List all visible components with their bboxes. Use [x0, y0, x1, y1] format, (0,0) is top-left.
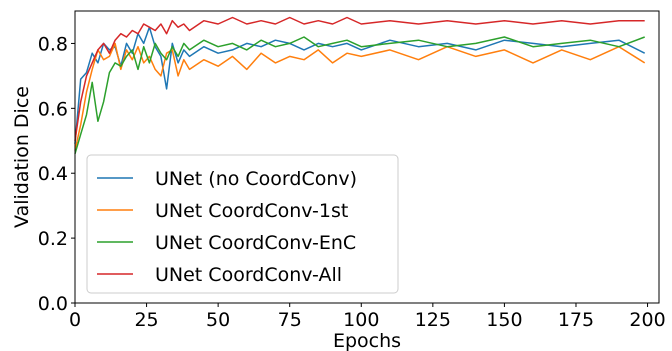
legend-entry-label: UNet CoordConv-EnC	[155, 232, 356, 254]
x-tick-label: 125	[415, 309, 451, 331]
y-tick-label: 0.0	[38, 293, 68, 315]
x-tick-label: 175	[558, 309, 594, 331]
y-tick-label: 0.6	[38, 98, 68, 120]
x-tick-label: 25	[134, 309, 158, 331]
y-tick-label: 0.2	[38, 228, 68, 250]
series-line-2	[74, 42, 646, 151]
series-group	[74, 16, 646, 155]
x-tick-label: 75	[278, 309, 302, 331]
x-tick-label: 150	[486, 309, 522, 331]
x-tick-label: 200	[629, 309, 665, 331]
legend-box	[86, 154, 399, 294]
legend-entry-label: UNet (no CoordConv)	[155, 168, 357, 190]
legend: UNet (no CoordConv) UNet CoordConv-1st UNe…	[86, 154, 399, 294]
x-tick-label: 50	[206, 309, 230, 331]
plot-frame	[74, 10, 660, 304]
series-line-3	[74, 36, 645, 155]
legend-entry-label: UNet CoordConv-All	[155, 264, 342, 286]
x-axis-ticks: 0 25 50 75 100 125 150 175 200	[69, 303, 666, 331]
y-tick-label: 0.8	[38, 33, 68, 55]
y-axis-ticks: 0.0 0.2 0.4 0.6 0.8	[38, 33, 75, 315]
x-tick-label: 0	[69, 309, 81, 331]
x-axis-label: Epochs	[333, 330, 401, 351]
x-tick-label: 100	[343, 309, 379, 331]
series-line-4	[74, 16, 645, 141]
y-tick-label: 0.4	[38, 163, 68, 185]
legend-entry-label: UNet CoordConv-1st	[155, 200, 348, 222]
series-line-1	[74, 26, 646, 145]
y-axis-label: Validation Dice	[11, 86, 33, 228]
